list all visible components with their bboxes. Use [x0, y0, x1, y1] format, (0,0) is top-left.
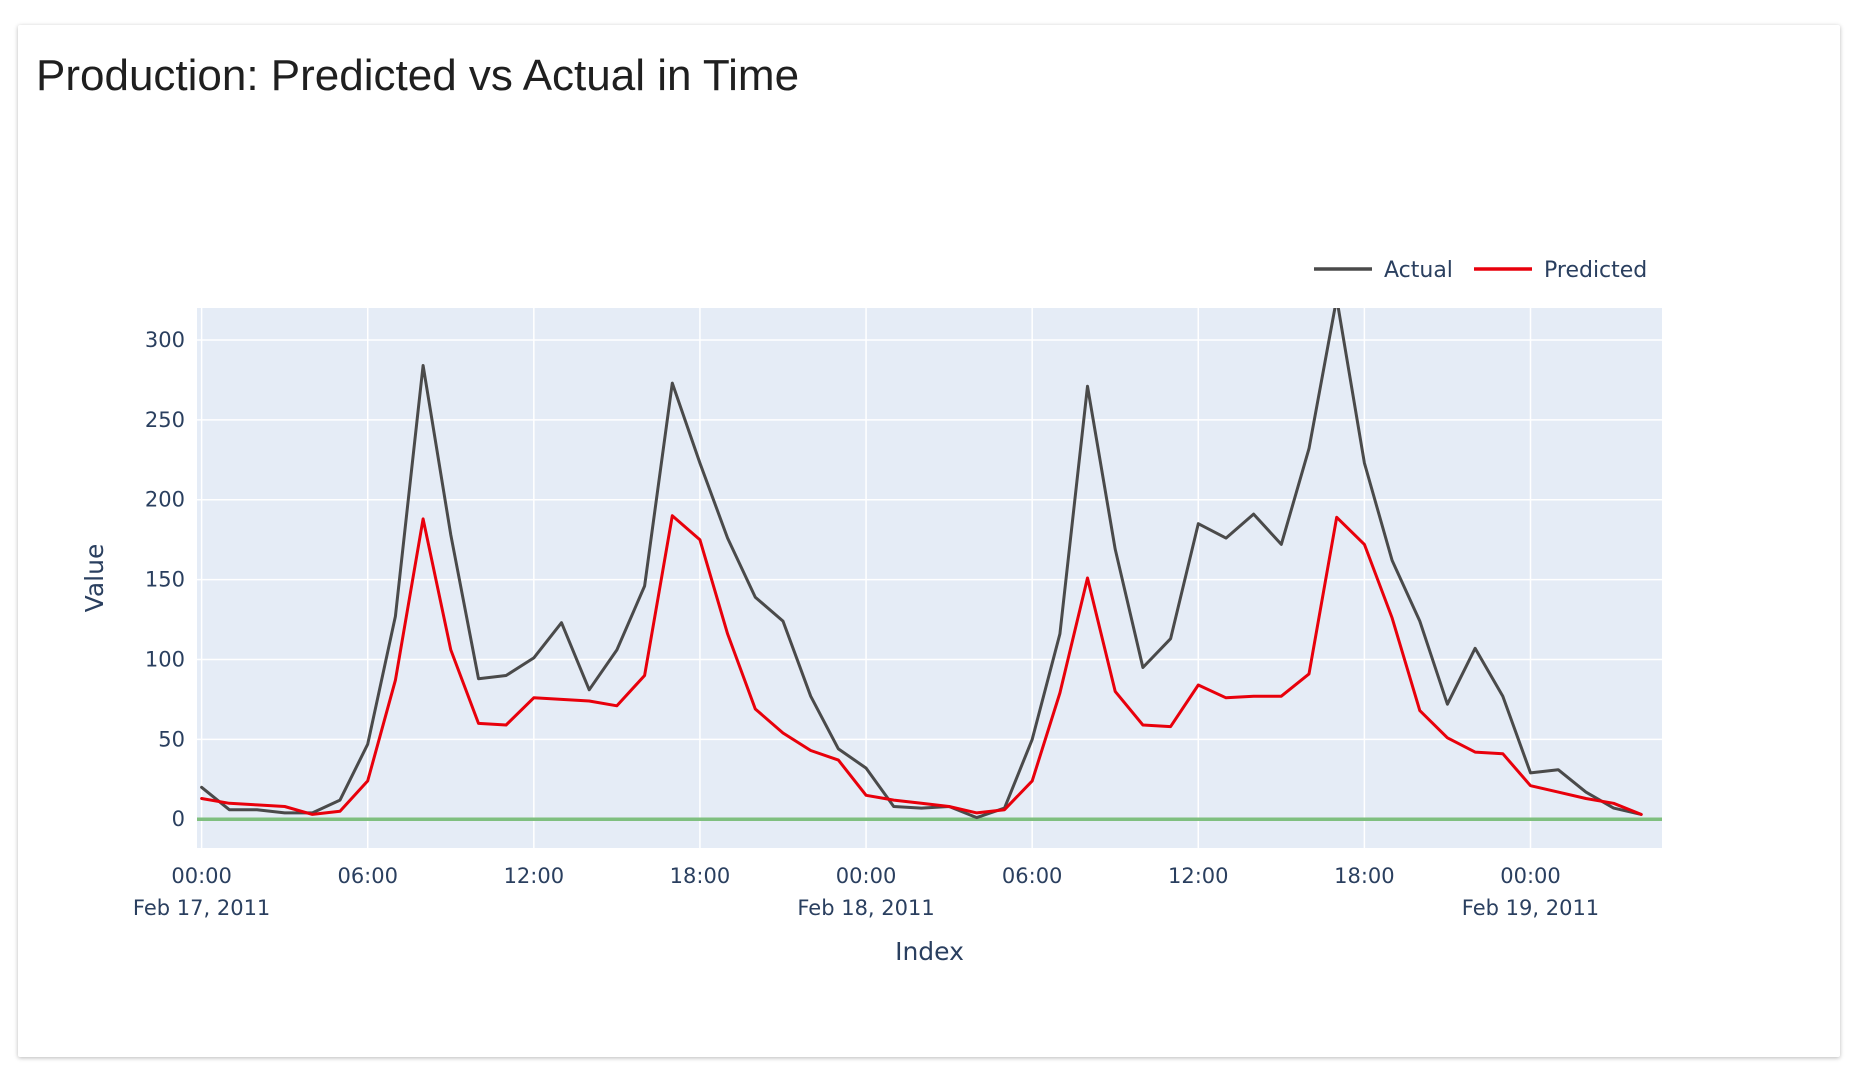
y-tick-label: 150 — [145, 568, 185, 592]
y-tick-label: 250 — [145, 408, 185, 432]
plot-area — [197, 308, 1662, 848]
x-tick-label: 12:00 — [504, 864, 565, 888]
series-layer — [200, 298, 1643, 820]
x-tick-label: 00:00 — [1500, 864, 1561, 888]
x-tick-date-label: Feb 17, 2011 — [133, 896, 270, 920]
series-line-predicted[interactable] — [200, 514, 1643, 816]
y-tick-label: 0 — [172, 807, 185, 831]
y-tick-label: 50 — [158, 727, 185, 751]
legend-label: Actual — [1384, 258, 1453, 283]
legend[interactable]: Actual Predicted — [1314, 258, 1647, 283]
x-axis-title: Index — [895, 937, 964, 966]
x-tick-label: 06:00 — [337, 864, 398, 888]
y-axis-title: Value — [80, 544, 109, 613]
x-tick-label: 18:00 — [670, 864, 731, 888]
x-tick-label: 00:00 — [836, 864, 897, 888]
y-tick-label: 300 — [145, 328, 185, 352]
axes: 0 50 100 150 200 250 300 00:00 Feb 17, 2011 06:00… — [80, 328, 1599, 966]
gridlines — [197, 308, 1662, 848]
legend-item-actual[interactable]: Actual — [1314, 258, 1453, 283]
legend-item-predicted[interactable]: Predicted — [1474, 258, 1647, 283]
series-line-actual[interactable] — [200, 298, 1643, 820]
x-tick-date-label: Feb 19, 2011 — [1462, 896, 1599, 920]
legend-label: Predicted — [1544, 258, 1647, 283]
x-tick-label: 18:00 — [1334, 864, 1395, 888]
x-tick-date-label: Feb 18, 2011 — [797, 896, 934, 920]
x-tick-label: 00:00 — [171, 864, 232, 888]
x-tick-label: 06:00 — [1002, 864, 1063, 888]
x-tick-label: 12:00 — [1168, 864, 1229, 888]
chart-title: Production: Predicted vs Actual in Time — [36, 51, 800, 100]
y-tick-label: 100 — [145, 647, 185, 671]
y-tick-label: 200 — [145, 488, 185, 512]
